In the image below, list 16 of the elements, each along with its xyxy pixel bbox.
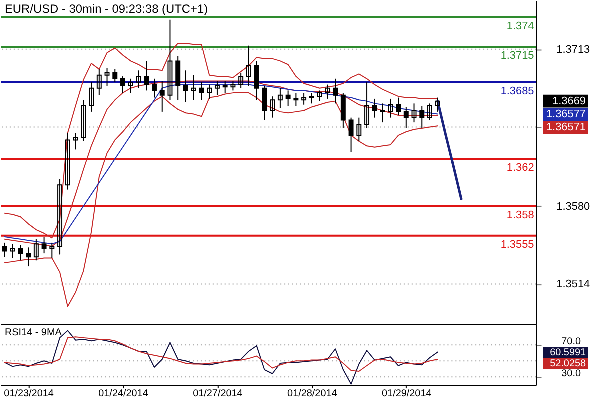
text: 60.5991: [550, 348, 586, 359]
candlestick: [18, 244, 24, 262]
text: 52.0258: [550, 358, 586, 370]
x-tick-label: 01/23/2014: [4, 388, 54, 400]
candlestick: [26, 247, 32, 268]
candlestick: [2, 242, 8, 258]
x-tick-label: 01/27/2014: [193, 388, 244, 400]
line-series: [4, 336, 438, 372]
y-tick-label: 70.0: [562, 336, 582, 348]
chart-title: RSI14 - 9MA: [4, 327, 62, 338]
x-tick-label: 01/28/2014: [288, 388, 338, 400]
x-tick-label: 01/24/2014: [98, 388, 149, 400]
line-series: [4, 330, 438, 385]
y-tick-label: 1.3514: [556, 278, 590, 291]
x-tick-label: 01/29/2014: [382, 388, 432, 400]
y-tick-label: 30.0: [562, 368, 582, 380]
